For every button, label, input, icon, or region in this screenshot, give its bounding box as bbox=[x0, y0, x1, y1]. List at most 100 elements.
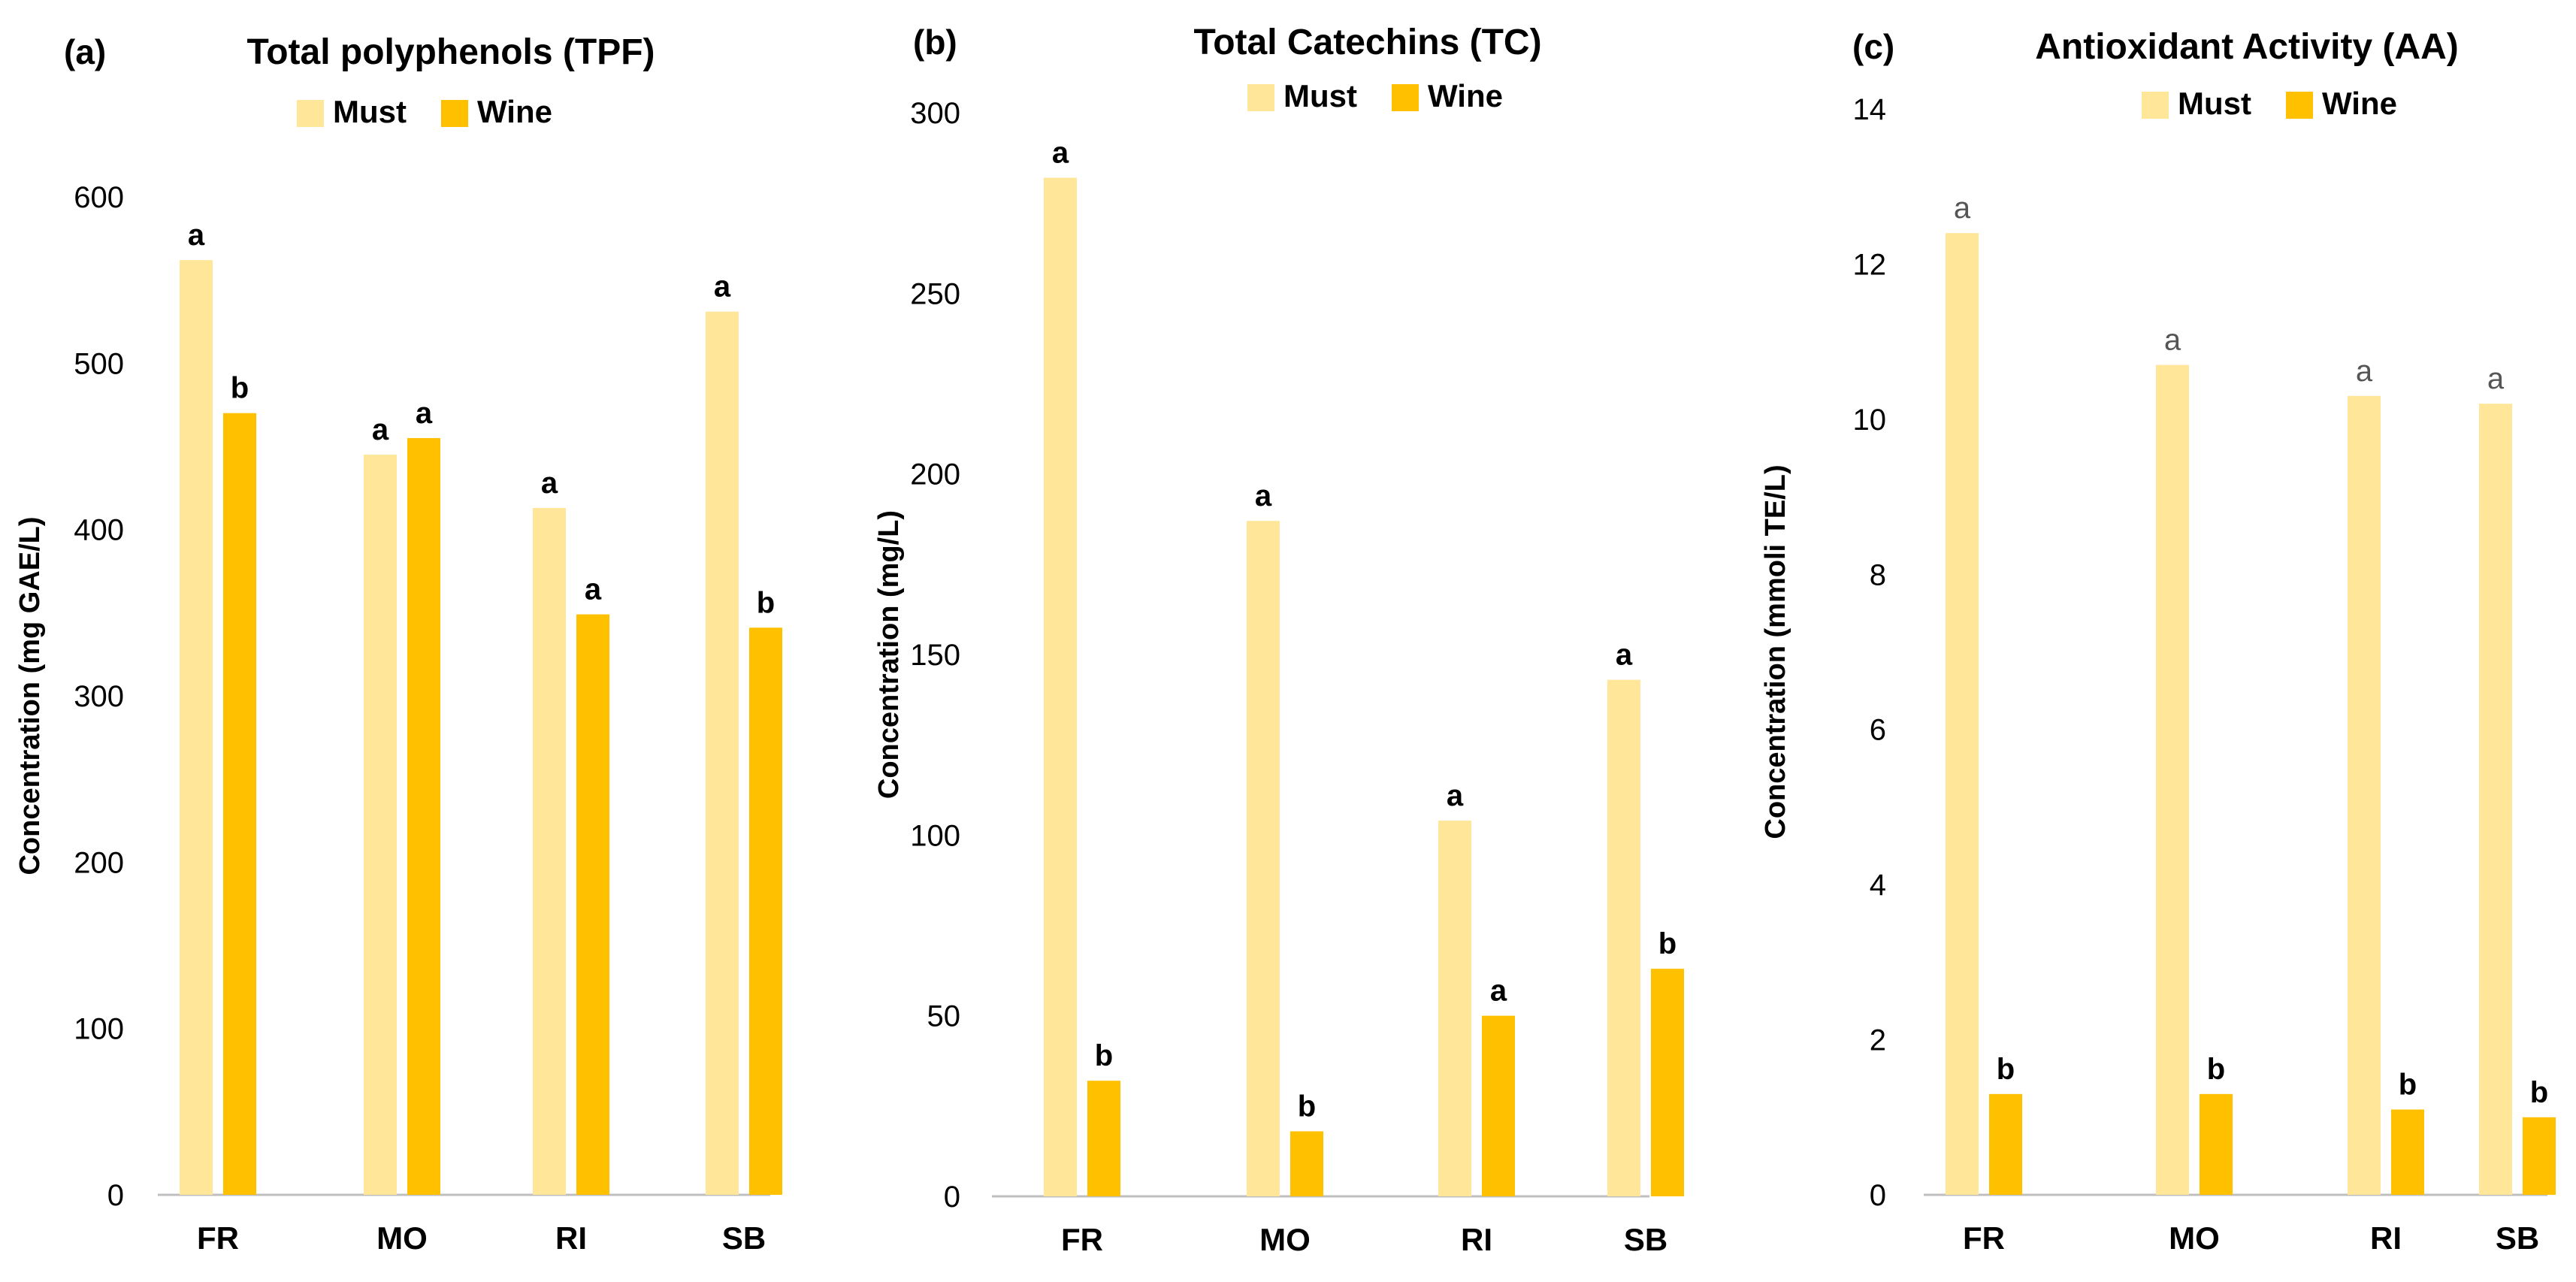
chart-panel-1: (a) Total polyphenols (TPF) Must Wine 0 100 20… bbox=[14, 32, 782, 1256]
bar-wine-sb bbox=[749, 627, 782, 1195]
legend-label-wine: Wine bbox=[477, 94, 552, 129]
significance-label: a bbox=[1954, 192, 1971, 225]
y-tick-label: 10 bbox=[1853, 404, 1887, 437]
bar-must-fr bbox=[1946, 233, 1979, 1196]
y-tick-label: 0 bbox=[107, 1179, 124, 1212]
bar-must-ri bbox=[533, 507, 566, 1195]
y-tick-label: 200 bbox=[910, 458, 960, 491]
panel-label: (c) bbox=[1852, 27, 1894, 66]
significance-label: a bbox=[188, 219, 205, 252]
significance-label: a bbox=[714, 271, 731, 304]
legend: Must Wine bbox=[297, 94, 552, 129]
bar-wine-fr bbox=[223, 413, 256, 1195]
bar-must-fr bbox=[1044, 177, 1077, 1196]
x-tick-label: FR bbox=[197, 1220, 239, 1256]
bar-wine-fr bbox=[1989, 1093, 2022, 1195]
x-tick-label: SB bbox=[1624, 1222, 1667, 1257]
bar-must-ri bbox=[1438, 821, 1471, 1196]
bar-wine-ri bbox=[2391, 1109, 2424, 1195]
x-tick-label: MO bbox=[2169, 1220, 2220, 1256]
bar-wine-mo bbox=[1290, 1131, 1323, 1196]
bar-wine-mo bbox=[407, 437, 440, 1195]
bar-wine-mo bbox=[2200, 1093, 2233, 1195]
y-axis-label: Concentration (mg GAE/L) bbox=[14, 516, 46, 875]
significance-label: a bbox=[2356, 355, 2373, 388]
significance-label: a bbox=[1616, 639, 1633, 672]
bar-must-mo bbox=[1247, 521, 1280, 1196]
significance-label: a bbox=[2164, 324, 2181, 357]
significance-label: a bbox=[541, 467, 558, 500]
x-tick-label: SB bbox=[722, 1220, 766, 1256]
y-tick-label: 0 bbox=[944, 1181, 960, 1214]
significance-label: b bbox=[1298, 1090, 1316, 1123]
x-tick-label: RI bbox=[1461, 1222, 1492, 1257]
panel-label: (b) bbox=[913, 23, 957, 62]
bar-must-sb bbox=[1607, 679, 1640, 1196]
y-axis-label: Concentration (mg/L) bbox=[873, 510, 905, 799]
legend-swatch-must bbox=[1247, 84, 1274, 111]
chart-panel-3: (c) Antioxidant Activity (AA) Must Wine 0 2 4 6… bbox=[1760, 27, 2556, 1256]
y-tick-label: 0 bbox=[1870, 1179, 1886, 1212]
bar-must-sb bbox=[706, 311, 739, 1196]
bar-wine-fr bbox=[1087, 1081, 1120, 1196]
y-tick-label: 250 bbox=[910, 277, 960, 310]
y-tick-label: 200 bbox=[74, 846, 124, 879]
significance-label: b bbox=[2399, 1068, 2417, 1101]
bar-must-sb bbox=[2479, 404, 2512, 1195]
y-tick-label: 50 bbox=[927, 1000, 961, 1033]
significance-label: a bbox=[585, 573, 602, 606]
legend-label-wine: Wine bbox=[2322, 86, 2397, 121]
y-tick-label: 100 bbox=[910, 819, 960, 852]
legend-label-must: Must bbox=[333, 94, 407, 129]
significance-label: b bbox=[757, 586, 775, 619]
legend-swatch-wine bbox=[441, 100, 468, 127]
chart-panel-2: (b) Total Catechins (TC) Must Wine 0 50 100 150… bbox=[873, 23, 1684, 1257]
chart-title: Antioxidant Activity (AA) bbox=[2035, 27, 2459, 67]
legend-swatch-must bbox=[2142, 92, 2169, 119]
y-tick-label: 300 bbox=[74, 680, 124, 713]
bar-must-mo bbox=[364, 455, 397, 1195]
x-tick-label: FR bbox=[1963, 1220, 2005, 1256]
legend-swatch-wine bbox=[1392, 84, 1419, 111]
y-tick-label: 4 bbox=[1870, 869, 1886, 902]
significance-label: a bbox=[416, 397, 433, 430]
significance-label: b bbox=[1658, 927, 1677, 960]
chart-title: Total polyphenols (TPF) bbox=[246, 32, 655, 72]
significance-label: a bbox=[1255, 479, 1272, 512]
y-tick-label: 400 bbox=[74, 514, 124, 547]
x-tick-label: RI bbox=[555, 1220, 587, 1256]
legend-swatch-wine bbox=[2286, 92, 2313, 119]
significance-label: a bbox=[1052, 137, 1069, 170]
legend: Must Wine bbox=[2142, 86, 2397, 121]
y-tick-label: 8 bbox=[1870, 558, 1886, 591]
significance-label: a bbox=[1490, 975, 1507, 1008]
x-tick-label: MO bbox=[1259, 1222, 1311, 1257]
y-tick-label: 300 bbox=[910, 97, 960, 130]
bar-wine-sb bbox=[1651, 969, 1684, 1196]
chart-title: Total Catechins (TC) bbox=[1193, 23, 1541, 62]
significance-label: b bbox=[1095, 1039, 1113, 1072]
y-tick-label: 2 bbox=[1870, 1024, 1886, 1057]
bar-must-mo bbox=[2156, 364, 2189, 1195]
bar-wine-sb bbox=[2523, 1117, 2556, 1195]
x-tick-label: FR bbox=[1061, 1222, 1103, 1257]
legend-label-wine: Wine bbox=[1428, 78, 1503, 113]
bar-must-fr bbox=[180, 260, 213, 1195]
legend-swatch-must bbox=[297, 100, 324, 127]
significance-label: b bbox=[2530, 1076, 2548, 1109]
y-tick-label: 12 bbox=[1853, 248, 1887, 281]
legend: Must Wine bbox=[1247, 78, 1503, 113]
x-tick-label: MO bbox=[376, 1220, 428, 1256]
significance-label: a bbox=[372, 413, 389, 446]
significance-label: b bbox=[1997, 1053, 2015, 1086]
y-tick-label: 150 bbox=[910, 639, 960, 672]
y-tick-label: 14 bbox=[1853, 93, 1887, 126]
bar-wine-ri bbox=[1482, 1015, 1515, 1196]
bar-wine-ri bbox=[576, 614, 609, 1195]
x-tick-label: SB bbox=[2496, 1220, 2539, 1256]
legend-label-must: Must bbox=[2178, 86, 2251, 121]
significance-label: b bbox=[231, 372, 249, 405]
panel-label: (a) bbox=[64, 32, 106, 71]
significance-label: a bbox=[1447, 779, 1464, 812]
